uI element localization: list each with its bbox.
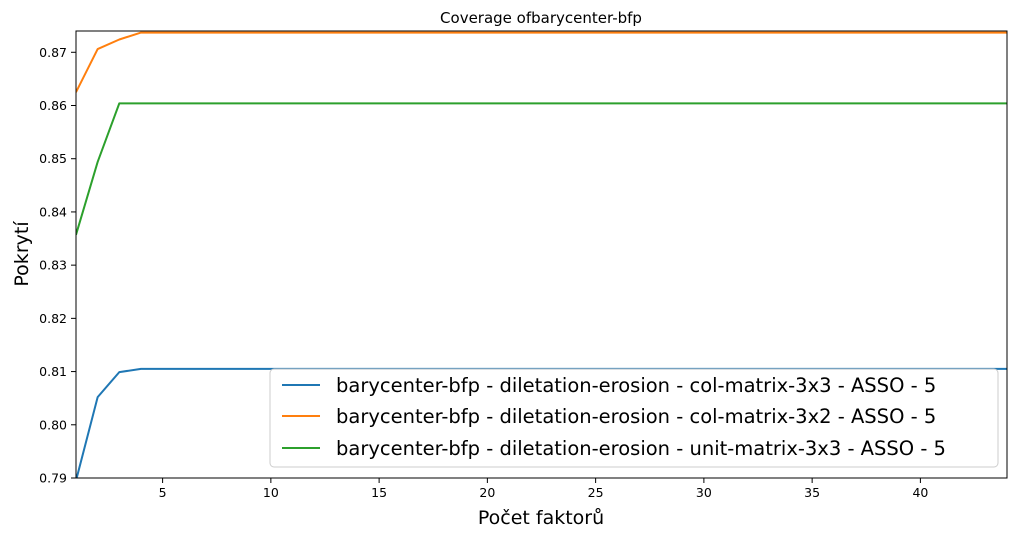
legend-entry: barycenter-bfp - diletation-erosion - co… <box>282 405 936 428</box>
y-tick-label: 0.84 <box>39 204 67 219</box>
y-tick-label: 0.79 <box>39 471 67 486</box>
x-tick-label: 30 <box>696 485 712 500</box>
y-tick-label: 0.86 <box>39 98 67 113</box>
x-tick-label: 25 <box>588 485 604 500</box>
x-axis-label: Počet faktorů <box>478 507 604 529</box>
x-axis: 5 10 15 20 25 30 35 40 <box>159 478 928 500</box>
legend-label: barycenter-bfp - diletation-erosion - un… <box>336 437 946 460</box>
y-tick-label: 0.85 <box>39 151 67 166</box>
y-tick-label: 0.87 <box>39 45 67 60</box>
legend-entry: barycenter-bfp - diletation-erosion - co… <box>282 374 936 397</box>
chart-title: Coverage ofbarycenter-bfp <box>440 9 642 27</box>
series-line-3 <box>76 102 1007 236</box>
legend-box <box>269 368 999 468</box>
plot-frame <box>75 30 1008 479</box>
y-tick-label: 0.82 <box>39 311 67 326</box>
y-axis-label: Pokrytí <box>11 221 33 287</box>
x-tick-label: 15 <box>371 485 387 500</box>
y-axis: 0.79 0.80 0.81 0.82 0.83 0.84 0.85 0.86 0.87 <box>39 45 76 486</box>
series-line-2 <box>76 31 1007 93</box>
legend: barycenter-bfp - diletation-erosion - co… <box>269 368 999 468</box>
legend-entry: barycenter-bfp - diletation-erosion - un… <box>282 437 946 460</box>
x-tick-label: 20 <box>479 485 495 500</box>
y-tick-label: 0.81 <box>39 364 67 379</box>
y-tick-label: 0.80 <box>39 417 67 432</box>
legend-label: barycenter-bfp - diletation-erosion - co… <box>336 374 936 397</box>
x-tick-label: 35 <box>804 485 820 500</box>
legend-label: barycenter-bfp - diletation-erosion - co… <box>336 405 936 428</box>
x-tick-label: 40 <box>912 485 928 500</box>
x-tick-label: 5 <box>159 485 167 500</box>
x-tick-label: 10 <box>263 485 279 500</box>
y-tick-label: 0.83 <box>39 258 67 273</box>
